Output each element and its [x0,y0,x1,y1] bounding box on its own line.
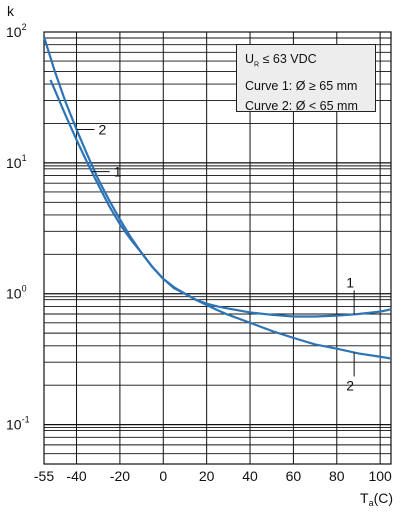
curve-callouts: 2 1 1 2 [76,121,355,393]
x-tick-label: -20 [110,468,130,484]
x-tick-label: 60 [286,468,302,484]
y-tick-label: 101 [6,153,27,171]
y-axis-label: k [7,3,15,19]
series-group [42,36,392,360]
series-line-2 [42,36,392,360]
curve-label-2: 2 [99,121,107,137]
legend-u: U [245,52,255,66]
curve-label-2: 2 [346,377,354,393]
legend: UR ≤ 63 VDC Curve 1: Ø ≥ 65 mm Curve 2: … [236,44,376,113]
y-tick-label: 102 [6,22,27,40]
legend-u-sub: R [254,61,260,69]
plot-frame [43,31,392,465]
legend-line-curve1: Curve 1: Ø ≥ 65 mm [245,78,358,93]
x-tick-label: -55 [34,468,54,484]
x-tick-label: -40 [66,468,86,484]
x-axis-label: Ta(C) [360,490,393,508]
y-tick-labels: 10-1 100 101 102 [6,22,30,433]
x-tick-labels: -55 -40 -20 0 20 40 60 80 100 [34,468,392,484]
y-tick-label: 100 [6,284,27,302]
x-tick-label: 80 [329,468,345,484]
legend-voltage-text: ≤ 63 VDC [259,52,317,66]
y-tick-label: 10-1 [6,415,30,433]
curve-label-1: 1 [114,164,122,180]
x-tick-label: 20 [199,468,215,484]
x-tick-label: 100 [368,468,392,484]
legend-line-voltage: UR ≤ 63 VDC [245,49,367,76]
curve-label-1: 1 [346,274,354,290]
x-tick-label: 40 [242,468,258,484]
x-axis-label-main: T [360,490,369,506]
x-tick-label: 0 [159,468,167,484]
x-axis-label-sub: a [369,498,374,508]
x-axis-label-unit: (C) [374,490,393,506]
legend-line-curve2: Curve 2: Ø < 65 mm [245,98,358,113]
